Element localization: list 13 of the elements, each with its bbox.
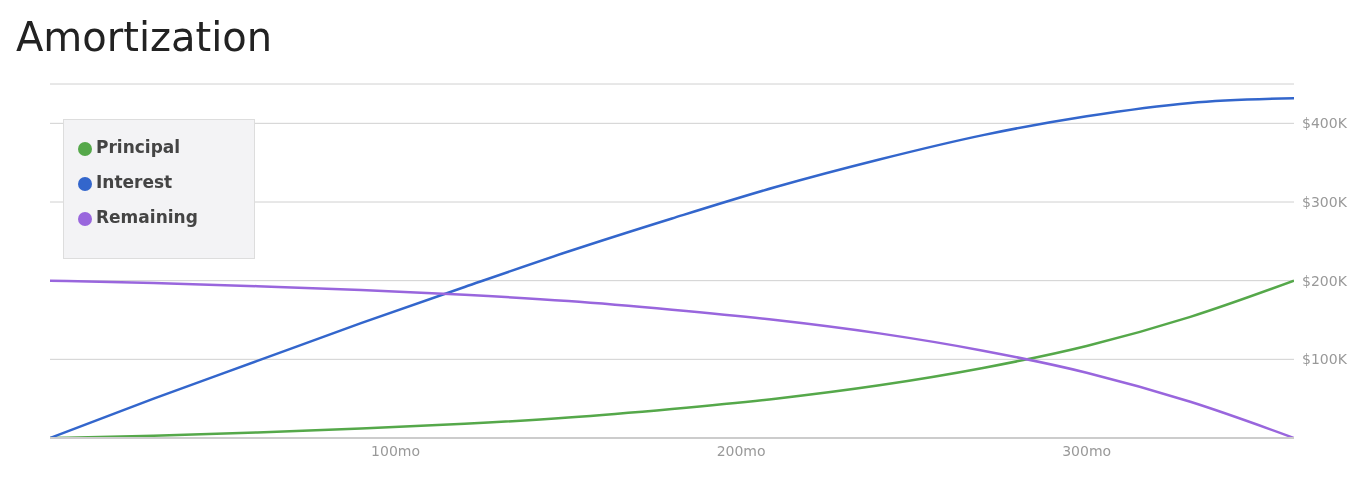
legend-label: Principal	[96, 137, 181, 157]
line-series	[50, 279, 1294, 438]
line-series	[50, 96, 1294, 438]
legend-label: Interest	[96, 172, 173, 192]
y-tick-label: $400K	[1302, 115, 1348, 132]
x-tick-label: 300mo	[1062, 442, 1112, 459]
x-tick-label: 100mo	[371, 442, 421, 459]
y-tick-label: $200K	[1302, 272, 1348, 289]
legend-label: Remaining	[96, 207, 198, 227]
y-tick-label: $300K	[1302, 193, 1348, 210]
x-tick-label: 200mo	[716, 442, 766, 459]
y-tick-label: $100K	[1302, 351, 1348, 368]
chart-title: Amortization	[16, 14, 274, 62]
